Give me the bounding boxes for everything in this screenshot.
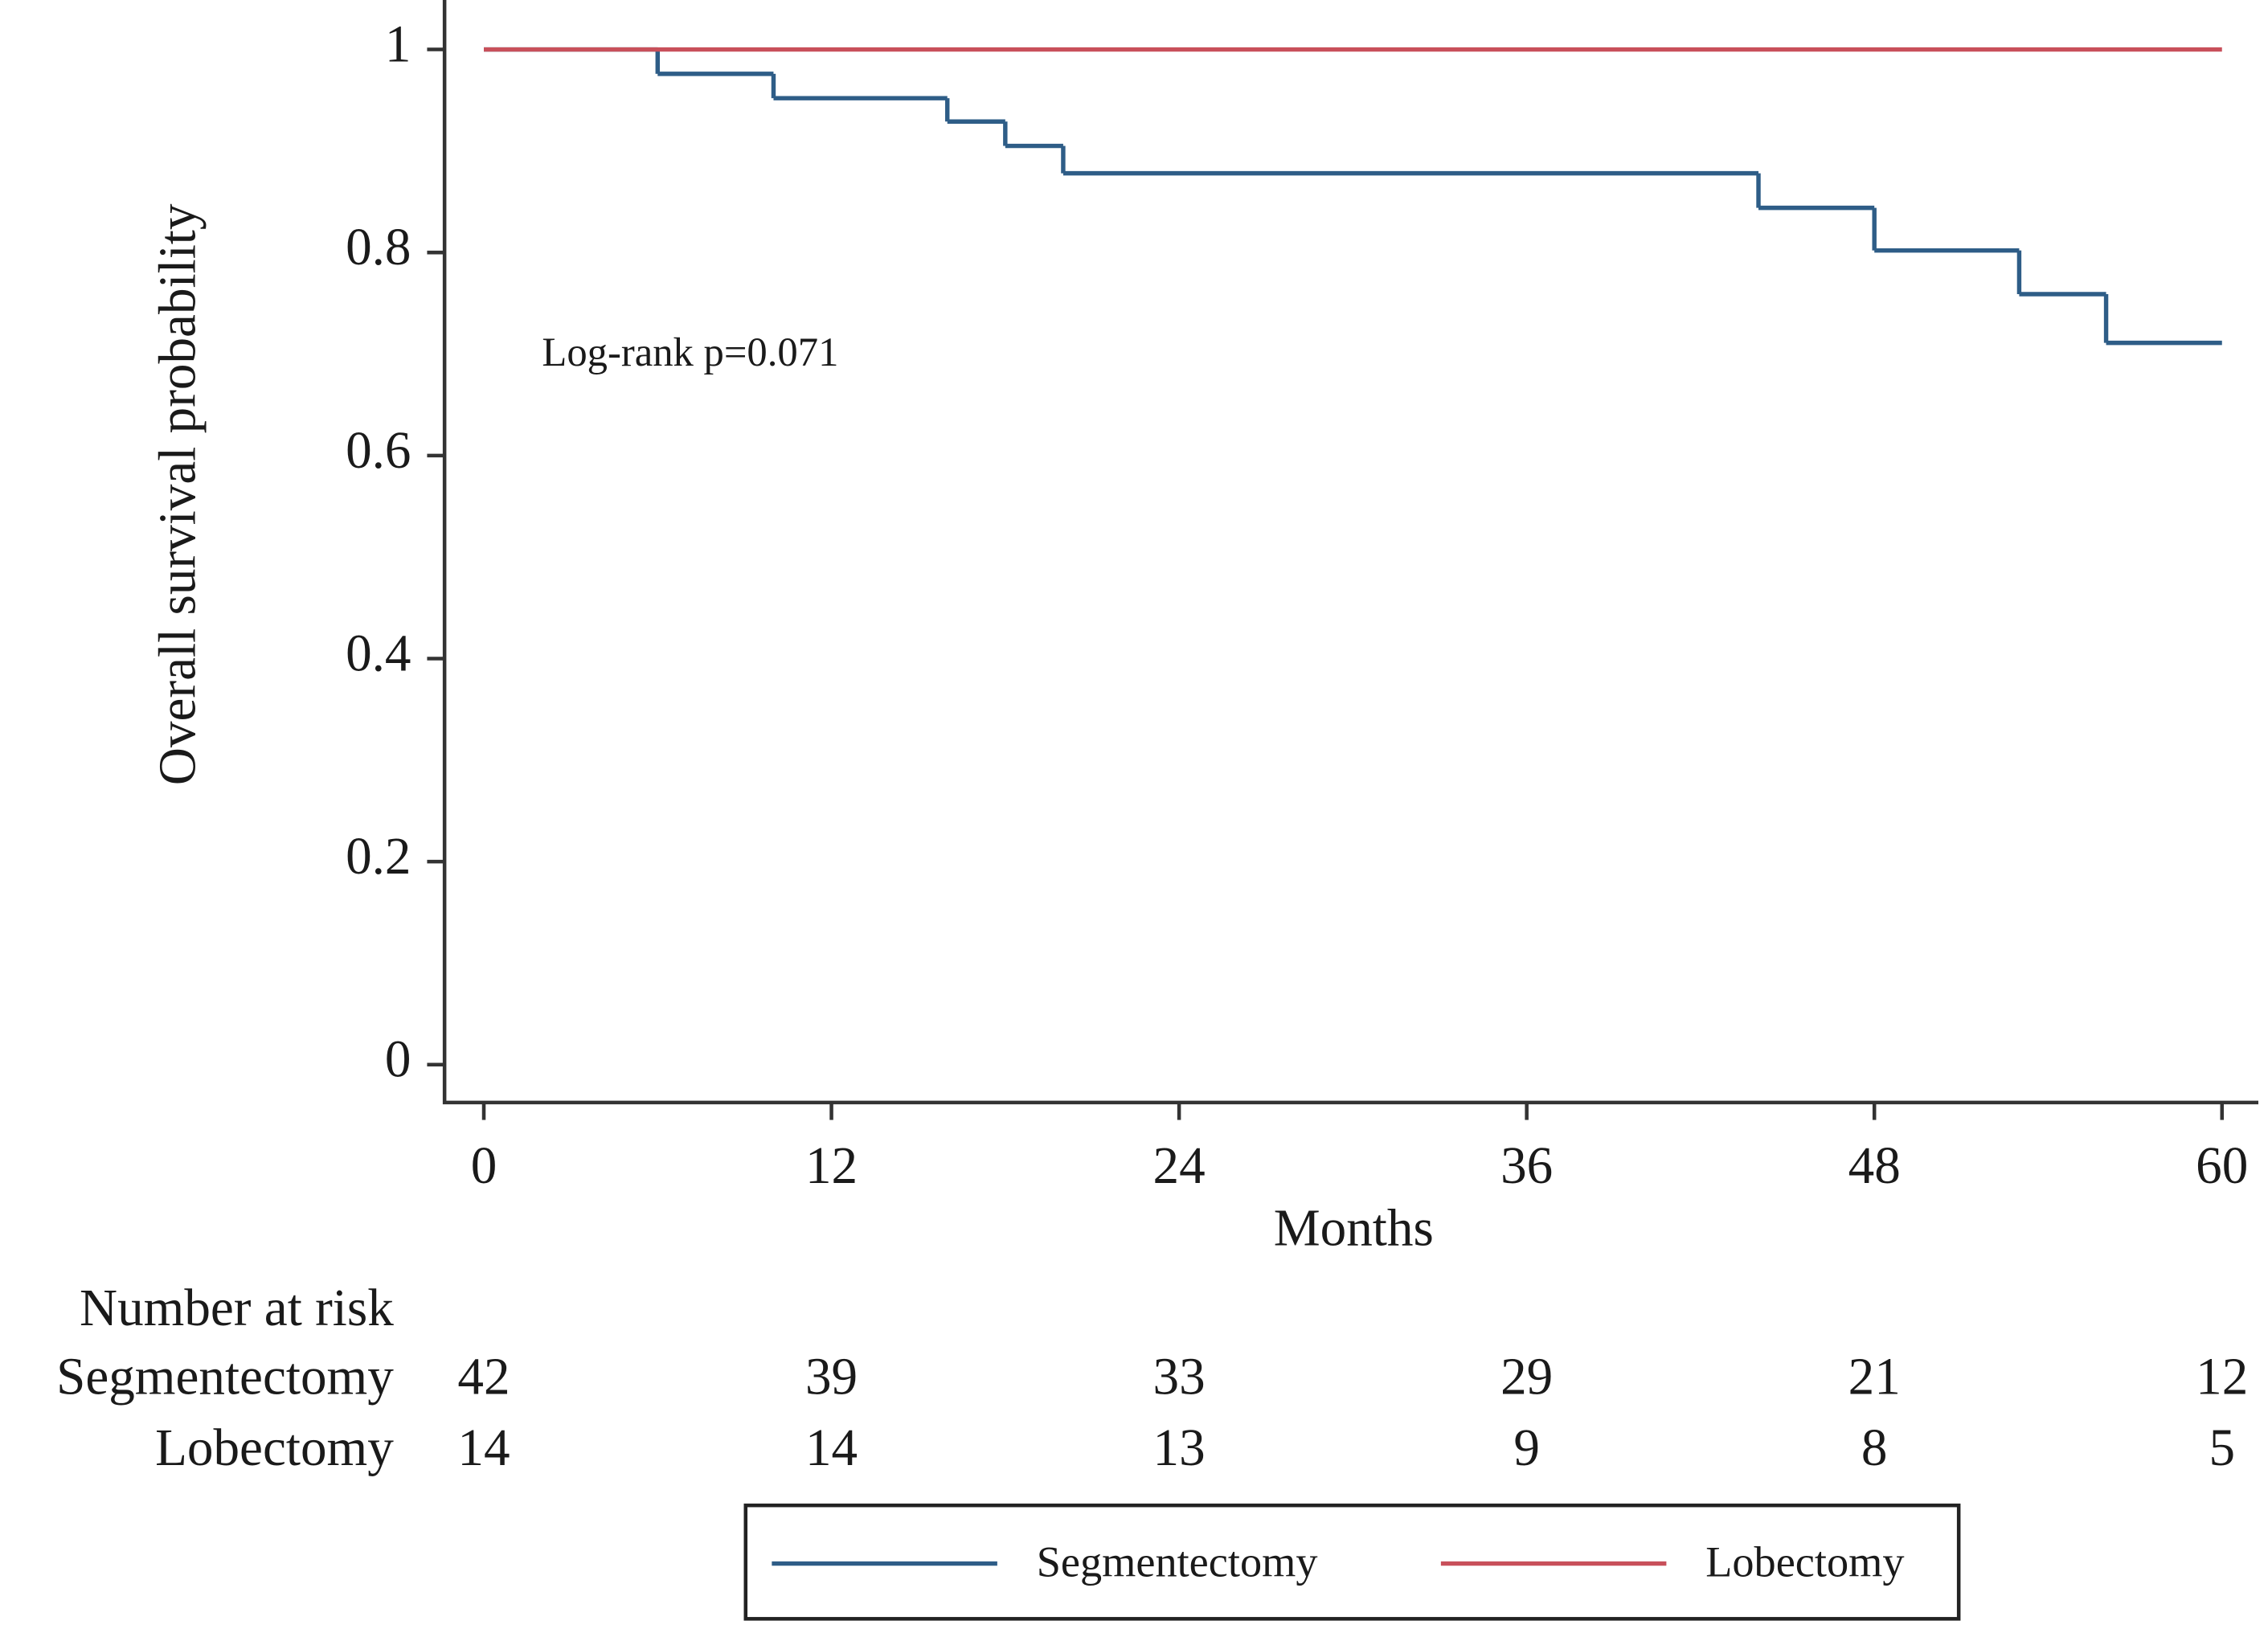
x-tick-label: 60 <box>2196 1137 2248 1195</box>
x-tick-label: 36 <box>1500 1137 1553 1195</box>
risk-value: 5 <box>2209 1419 2235 1477</box>
y-tick-label: 1 <box>385 15 411 73</box>
risk-value: 21 <box>1848 1348 1901 1406</box>
risk-value: 8 <box>1861 1419 1888 1477</box>
legend-label: Segmentectomy <box>1037 1538 1318 1586</box>
risk-value: 33 <box>1153 1348 1206 1406</box>
y-axis-label: Overall survival probability <box>149 203 207 785</box>
x-tick-label: 24 <box>1153 1137 1206 1195</box>
risk-table-title: Number at risk <box>80 1279 394 1337</box>
y-tick-label: 0.4 <box>346 624 411 682</box>
y-tick-label: 0.2 <box>346 828 411 886</box>
risk-value: 42 <box>457 1348 510 1406</box>
y-tick-label: 0.8 <box>346 219 411 276</box>
risk-row-label: Lobectomy <box>155 1419 394 1477</box>
risk-value: 29 <box>1500 1348 1553 1406</box>
y-tick-label: 0 <box>385 1031 411 1089</box>
risk-value: 14 <box>457 1419 510 1477</box>
legend-label: Lobectomy <box>1705 1538 1904 1586</box>
risk-value: 13 <box>1153 1419 1206 1477</box>
risk-value: 9 <box>1513 1419 1540 1477</box>
x-tick-label: 12 <box>805 1137 858 1195</box>
x-axis-label: Months <box>1274 1200 1434 1258</box>
x-tick-label: 48 <box>1848 1137 1901 1195</box>
risk-value: 39 <box>805 1348 858 1406</box>
axes <box>442 0 2258 1105</box>
y-tick-label: 0.6 <box>346 422 411 480</box>
risk-value: 12 <box>2196 1348 2248 1406</box>
risk-value: 14 <box>805 1419 858 1477</box>
risk-row-label: Segmentectomy <box>56 1348 394 1406</box>
annotation: Log-rank p=0.071 <box>542 329 838 375</box>
x-tick-label: 0 <box>471 1137 497 1195</box>
legend-box <box>743 1503 1961 1621</box>
